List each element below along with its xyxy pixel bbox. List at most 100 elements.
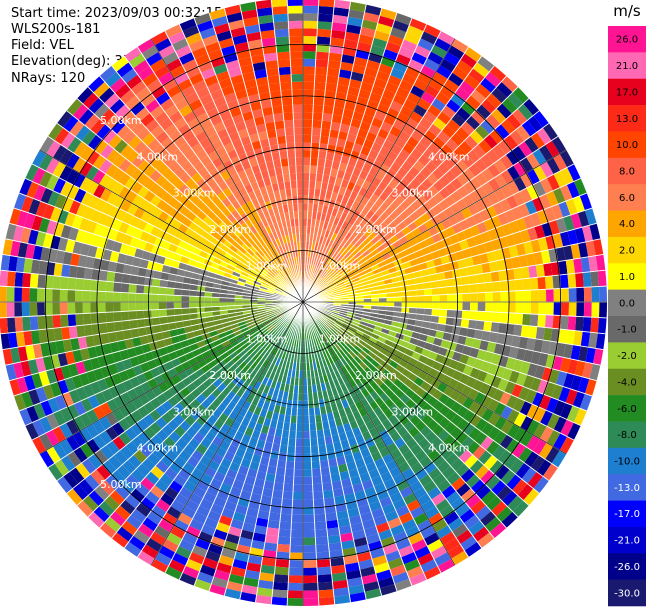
gate-cell	[518, 254, 529, 268]
gate-cell	[465, 376, 477, 389]
gate-cell	[339, 532, 354, 543]
gate-cell	[55, 340, 66, 355]
gate-cell	[511, 383, 523, 398]
range-label: 4.00km	[428, 150, 470, 163]
gate-cell	[333, 216, 341, 226]
gate-cell	[347, 234, 356, 243]
gate-cell	[353, 536, 368, 548]
gate-cell	[170, 499, 186, 513]
gate-cell	[158, 518, 174, 533]
nrays-label: NRays: 120	[11, 71, 86, 86]
gate-cell	[526, 184, 540, 200]
gate-cell	[330, 284, 338, 290]
gate-cell	[399, 105, 414, 118]
gate-cell	[311, 142, 320, 151]
gate-cell	[389, 491, 404, 504]
gate-cell	[303, 134, 312, 143]
gate-cell	[490, 271, 500, 283]
gate-cell	[274, 566, 290, 576]
gate-cell	[347, 436, 358, 447]
gate-cell	[343, 390, 352, 400]
gate-cell	[264, 322, 273, 329]
gate-cell	[215, 446, 228, 458]
gate-cell	[520, 266, 530, 279]
gate-cell	[120, 311, 130, 322]
gate-cell	[242, 329, 251, 337]
gate-cell	[181, 295, 190, 302]
gate-cell	[223, 540, 239, 552]
gate-cell	[61, 264, 71, 278]
gate-cell	[306, 226, 311, 234]
gate-cell	[144, 351, 154, 362]
gate-cell	[325, 276, 333, 283]
gate-cell	[512, 191, 526, 207]
gate-cell	[320, 282, 328, 289]
gate-cell	[356, 41, 372, 53]
gate-cell	[561, 288, 569, 302]
gate-cell	[331, 160, 341, 170]
gate-cell	[475, 186, 488, 200]
gate-cell	[333, 242, 341, 251]
gate-cell	[497, 139, 512, 155]
gate-cell	[322, 113, 333, 122]
gate-cell	[320, 413, 329, 423]
gate-cell	[257, 463, 269, 473]
gate-cell	[568, 302, 577, 317]
gate-cell	[60, 224, 72, 240]
gate-cell	[141, 544, 159, 559]
gate-cell	[151, 385, 163, 398]
gate-cell	[429, 322, 439, 331]
gate-cell	[372, 329, 381, 336]
gate-cell	[365, 209, 375, 220]
gate-cell	[335, 264, 343, 272]
gate-cell	[297, 188, 303, 196]
gate-cell	[291, 338, 296, 347]
gate-cell	[333, 353, 341, 362]
gate-cell	[219, 336, 229, 344]
gate-cell	[366, 493, 380, 505]
gate-cell	[590, 317, 599, 333]
gate-cell	[509, 458, 525, 475]
gate-cell	[588, 332, 598, 349]
gate-cell	[328, 268, 336, 276]
gate-cell	[435, 498, 451, 513]
gate-cell	[474, 199, 486, 213]
gate-cell	[315, 320, 321, 328]
gate-cell	[52, 288, 61, 302]
gate-cell	[340, 155, 350, 165]
gate-cell	[357, 326, 366, 334]
gate-cell	[273, 321, 281, 328]
gate-cell	[480, 195, 493, 209]
gate-cell	[574, 227, 586, 244]
gate-cell	[207, 359, 217, 369]
gate-cell	[303, 180, 310, 189]
gate-cell	[328, 317, 336, 323]
gate-cell	[405, 324, 415, 332]
gate-cell	[560, 167, 574, 185]
gate-cell	[433, 337, 443, 347]
gate-cell	[468, 427, 482, 441]
gate-cell	[395, 245, 405, 254]
gate-cell	[303, 552, 317, 561]
gate-cell	[65, 239, 76, 253]
gate-cell	[394, 302, 402, 308]
gate-cell	[131, 435, 145, 450]
gate-cell	[66, 419, 80, 435]
gate-cell	[120, 479, 136, 494]
gate-cell	[501, 97, 518, 114]
gate-cell	[392, 60, 409, 73]
gate-cell	[177, 468, 192, 481]
gate-cell	[552, 355, 564, 371]
gate-cell	[216, 392, 227, 403]
gate-cell	[330, 557, 345, 567]
gate-cell	[303, 598, 319, 607]
gate-cell	[102, 248, 113, 261]
gate-cell	[365, 200, 375, 210]
gate-cell	[147, 377, 159, 390]
gate-cell	[62, 338, 73, 353]
gate-cell	[398, 461, 411, 474]
gate-cell	[324, 238, 331, 247]
gate-cell	[235, 447, 246, 459]
gate-cell	[136, 373, 148, 385]
gate-cell	[211, 306, 220, 312]
